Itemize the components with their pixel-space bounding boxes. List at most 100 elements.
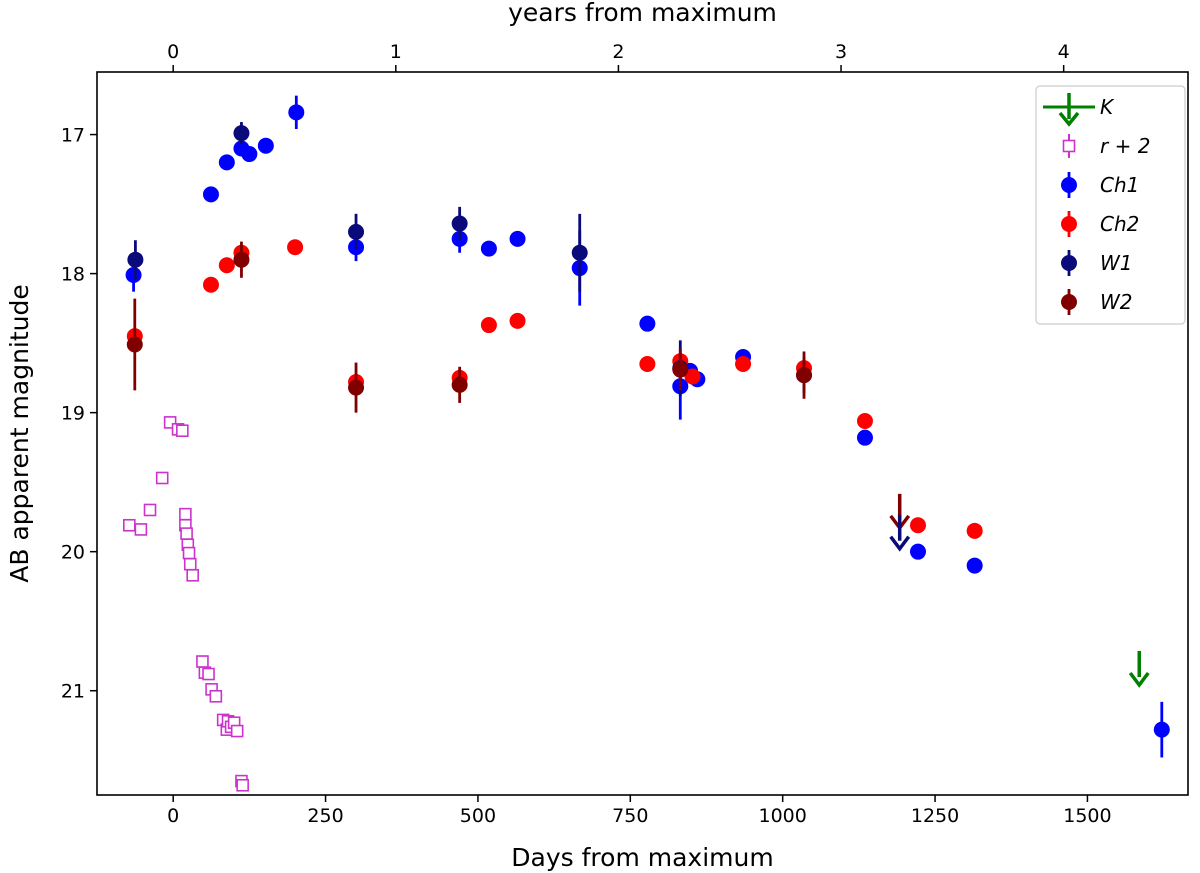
- legend-label: Ch1: [1100, 173, 1139, 197]
- data-point-Ch1: [856, 429, 873, 446]
- top-x-tick-label: 1: [390, 41, 402, 63]
- legend-marker: [1061, 177, 1077, 193]
- series-r2: [123, 416, 249, 792]
- x-tick-label: 1000: [759, 805, 807, 827]
- upper-limit-K: [1128, 650, 1150, 688]
- legend: Kr + 2 Ch1 Ch2 W1 W2: [1035, 85, 1186, 325]
- data-point-W2: [451, 376, 468, 393]
- data-point-r2: [236, 778, 249, 792]
- data-layer: [123, 95, 1170, 792]
- data-point-Ch2: [856, 412, 873, 429]
- data-point-Ch1: [288, 104, 305, 121]
- data-point-W1: [571, 244, 588, 261]
- x-tick-label: 1500: [1063, 805, 1111, 827]
- data-point-W1: [233, 125, 250, 142]
- top-x-axis-label: years from maximum: [508, 0, 777, 27]
- data-point-Ch1: [257, 137, 274, 154]
- top-x-tick-label: 2: [612, 41, 624, 63]
- data-point-W1: [348, 223, 365, 240]
- series-Ch2: [126, 239, 983, 539]
- data-point-Ch1: [218, 154, 235, 171]
- data-point-r2: [179, 507, 192, 521]
- legend-label: W2: [1100, 290, 1133, 314]
- x-tick-label: 250: [307, 805, 343, 827]
- data-point-r2: [186, 569, 199, 582]
- data-point-Ch2: [735, 355, 752, 372]
- data-point-r2: [209, 689, 223, 703]
- y-tick-label: 17: [61, 125, 85, 147]
- data-point-r2: [123, 518, 136, 532]
- x-tick-label: 0: [167, 805, 179, 827]
- data-point-Ch1: [1153, 721, 1170, 738]
- data-point-W1: [451, 215, 468, 232]
- legend-entry-Ch1: Ch1: [1061, 172, 1139, 198]
- x-axis-label: Days from maximum: [511, 843, 773, 872]
- data-point-Ch2: [639, 355, 656, 372]
- legend-marker: [1058, 111, 1080, 127]
- data-point-Ch1: [202, 186, 219, 203]
- plot-frame: [96, 71, 1189, 796]
- data-point-Ch2: [202, 276, 219, 293]
- data-point-W2: [233, 251, 250, 268]
- y-axis-label: AB apparent magnitude: [5, 284, 34, 583]
- limit-arrow-head: [1128, 671, 1150, 688]
- legend-label: r + 2: [1100, 134, 1150, 158]
- legend-entry-W1: W1: [1061, 250, 1133, 276]
- axis-ticks: 0 250 500 750 1000 1250 1500 17 18 19 20 21 0 1 2 3 4: [61, 41, 1112, 827]
- legend-marker: [1062, 139, 1076, 153]
- y-tick-label: 19: [61, 403, 85, 425]
- data-point-Ch1: [125, 266, 142, 283]
- x-tick-label: 750: [612, 805, 648, 827]
- data-point-Ch1: [639, 315, 656, 332]
- legend-entry-r2: r + 2: [1062, 134, 1150, 158]
- legend-entry-Ch2: Ch2: [1061, 211, 1139, 237]
- data-point-r2: [155, 471, 169, 485]
- data-point-r2: [202, 667, 215, 681]
- data-point-Ch2: [684, 368, 701, 385]
- data-point-W2: [348, 379, 365, 396]
- data-point-r2: [134, 523, 148, 536]
- series-W2: [126, 241, 813, 413]
- data-point-r2: [196, 655, 209, 668]
- data-point-Ch2: [480, 317, 497, 334]
- data-point-r2: [183, 557, 197, 571]
- data-point-Ch2: [287, 239, 304, 256]
- y-tick-label: 20: [61, 542, 85, 564]
- x-tick-label: 500: [460, 805, 496, 827]
- legend-marker: [1061, 255, 1077, 271]
- data-point-Ch1: [509, 230, 526, 247]
- data-point-W2: [672, 361, 689, 378]
- data-point-Ch2: [909, 517, 926, 534]
- data-point-Ch1: [966, 557, 983, 574]
- data-point-Ch2: [966, 522, 983, 539]
- data-point-Ch1: [480, 240, 497, 257]
- legend-box: [1035, 85, 1186, 325]
- legend-label: W1: [1100, 251, 1133, 275]
- top-x-tick-label: 3: [835, 41, 847, 63]
- legend-marker: [1061, 294, 1077, 310]
- data-point-Ch1: [909, 543, 926, 560]
- data-point-r2: [180, 527, 193, 540]
- data-point-W2: [796, 367, 813, 384]
- upper-limit-W1: [889, 514, 911, 552]
- data-point-r2: [163, 416, 177, 429]
- data-point-Ch1: [241, 146, 258, 163]
- data-point-Ch2: [218, 257, 235, 274]
- data-point-W2: [126, 336, 143, 353]
- data-point-Ch2: [509, 312, 526, 329]
- legend-label: Ch2: [1100, 212, 1139, 236]
- top-x-tick-label: 0: [167, 41, 179, 63]
- y-tick-label: 18: [61, 264, 85, 286]
- legend-entry-W2: W2: [1061, 289, 1133, 315]
- legend-entry-K: K: [1043, 93, 1115, 127]
- top-x-tick-label: 4: [1058, 41, 1070, 63]
- data-point-r2: [230, 724, 244, 738]
- data-point-r2: [176, 424, 189, 438]
- limit-arrow-head: [889, 535, 911, 552]
- x-tick-label: 1250: [911, 805, 959, 827]
- data-point-W1: [127, 251, 144, 268]
- data-point-r2: [182, 546, 196, 560]
- legend-marker: [1061, 216, 1077, 232]
- series-Ch1: [125, 95, 1170, 758]
